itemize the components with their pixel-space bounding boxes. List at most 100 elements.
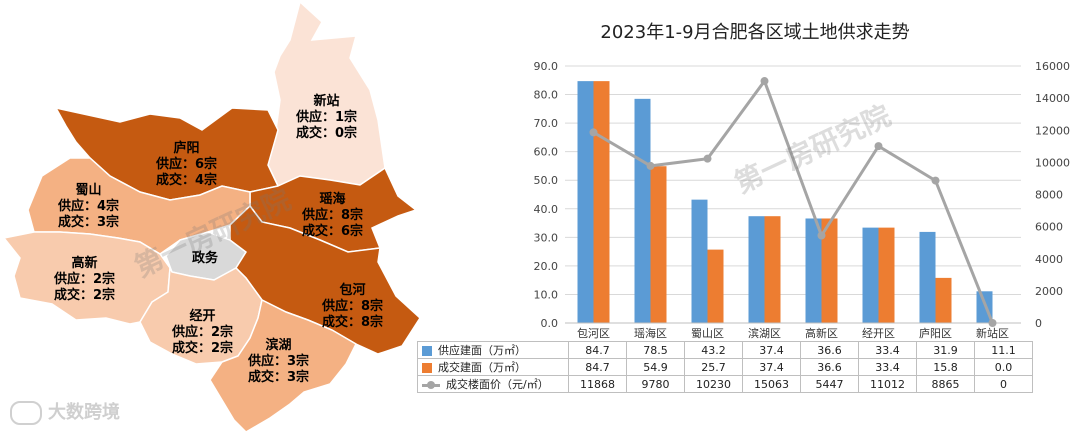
district-deal: 成交：2宗 [54, 288, 116, 303]
legend-label: 成交建面（万㎡） [438, 361, 526, 374]
table-cell: 11.1 [974, 341, 1033, 359]
district-deal: 成交：3宗 [58, 215, 120, 230]
bar [593, 81, 610, 323]
district-deal: 成交：6宗 [302, 224, 364, 239]
x-tick-label: 庐阳区 [919, 326, 952, 340]
district-map [2, 0, 421, 433]
y-right-tick-label: 4000 [1035, 253, 1063, 266]
x-tick-label: 滨湖区 [748, 326, 781, 340]
district-supply: 供应：6宗 [156, 157, 218, 172]
table-cell: 0 [974, 375, 1033, 393]
legend-entry: 供应建面（万㎡） [417, 341, 569, 359]
brand-logo: 大数跨境 [10, 398, 120, 425]
price-point [760, 77, 769, 86]
price-point [703, 154, 712, 163]
bar [935, 277, 952, 323]
district-name: 政务 [192, 251, 219, 266]
y-left-tick-label: 70.0 [534, 117, 559, 130]
legend-entry: 成交楼面价（元/㎡） [417, 375, 569, 393]
bar [707, 249, 724, 323]
district-supply: 供应：8宗 [302, 208, 364, 223]
chart-title: 2023年1-9月合肥各区域土地供求走势 [600, 22, 910, 43]
district-name: 蜀山 [75, 183, 102, 198]
bar [878, 227, 895, 323]
table-cell: 25.7 [684, 358, 743, 376]
y-left-tick-label: 50.0 [534, 174, 559, 187]
map-label-yaohai: 瑶海 供应：8宗 成交：6宗 [302, 192, 363, 240]
map-label-jingkai: 经开 供应：2宗 成交：2宗 [172, 309, 233, 357]
y-left-tick-label: 60.0 [534, 146, 559, 159]
y-left-tick-label: 10.0 [534, 288, 559, 301]
y-right-tick-label: 2000 [1035, 285, 1063, 298]
table-cell: 8865 [916, 375, 975, 393]
price-point [988, 319, 997, 327]
district-deal: 成交：4宗 [156, 173, 218, 188]
y-right-tick-label: 0 [1035, 317, 1042, 330]
map-label-gaoxin: 高新 供应：2宗 成交：2宗 [54, 256, 115, 304]
map-label-xinzhan: 新站 供应：1宗 成交：0宗 [296, 94, 357, 142]
y-right-tick-label: 10000 [1035, 156, 1070, 169]
chat-bubble-icon [10, 401, 42, 425]
map-label-luyang: 庐阳 供应：6宗 成交：4宗 [156, 141, 217, 189]
y-right-tick-label: 12000 [1035, 124, 1070, 137]
y-left-tick-label: 30.0 [534, 231, 559, 244]
district-name: 包河 [339, 283, 366, 298]
bar [805, 218, 822, 323]
y-left-tick-label: 80.0 [534, 89, 559, 102]
table-cell: 11012 [858, 375, 917, 393]
table-cell: 36.6 [800, 341, 859, 359]
y-right-tick-label: 6000 [1035, 221, 1063, 234]
price-point [589, 128, 598, 137]
bar [821, 218, 838, 323]
map-label-zhengwu: 政务 [192, 251, 218, 267]
district-deal: 成交：8宗 [322, 315, 384, 330]
table-cell: 84.7 [568, 341, 627, 359]
x-tick-label: 高新区 [805, 326, 838, 340]
table-cell: 37.4 [742, 341, 801, 359]
legend-entry: 成交建面（万㎡） [417, 358, 569, 376]
bar [919, 231, 936, 323]
y-right-tick-label: 8000 [1035, 189, 1063, 202]
map-region-binhu[interactable] [209, 298, 357, 433]
district-name: 新站 [313, 94, 340, 109]
legend-swatch [422, 380, 440, 389]
map-label-baohe: 包河 供应：8宗 成交：8宗 [322, 283, 383, 331]
table-row: 供应建面（万㎡） 84.7 78.5 43.2 37.4 36.6 33.4 31.9 11.1 [417, 341, 1033, 359]
table-cell: 9780 [626, 375, 685, 393]
district-name: 经开 [189, 309, 216, 324]
district-supply: 供应：4宗 [58, 199, 120, 214]
price-point [874, 142, 883, 151]
district-name: 庐阳 [173, 141, 200, 156]
x-tick-label: 经开区 [862, 327, 895, 340]
table-cell: 11868 [568, 375, 627, 393]
price-line [592, 77, 994, 324]
x-tick-label: 包河区 [577, 327, 610, 340]
district-supply: 供应：2宗 [172, 325, 234, 340]
district-deal: 成交：3宗 [248, 370, 310, 385]
district-supply: 供应：1宗 [296, 110, 358, 125]
table-cell: 0.0 [974, 358, 1033, 376]
table-cell: 15.8 [916, 358, 975, 376]
table-cell: 5447 [800, 375, 859, 393]
district-supply: 供应：2宗 [54, 272, 116, 287]
bar [862, 227, 879, 323]
district-name: 滨湖 [265, 338, 292, 353]
table-cell: 36.6 [800, 358, 859, 376]
table-cell: 31.9 [916, 341, 975, 359]
map-region-baohe[interactable] [229, 204, 421, 355]
bar [764, 216, 781, 323]
y-left-tick-label: 40.0 [534, 203, 559, 216]
x-tick-label: 蜀山区 [691, 327, 724, 340]
table-cell: 54.9 [626, 358, 685, 376]
bar [577, 81, 594, 323]
district-deal: 成交：0宗 [296, 126, 358, 141]
table-cell: 37.4 [742, 358, 801, 376]
district-supply: 供应：3宗 [248, 354, 310, 369]
y-left-tick-label: 0.0 [541, 317, 559, 330]
x-tick-label: 瑶海区 [634, 326, 667, 340]
district-deal: 成交：2宗 [172, 341, 234, 356]
price-point [817, 231, 826, 240]
table-cell: 84.7 [568, 358, 627, 376]
district-name: 高新 [71, 256, 98, 271]
